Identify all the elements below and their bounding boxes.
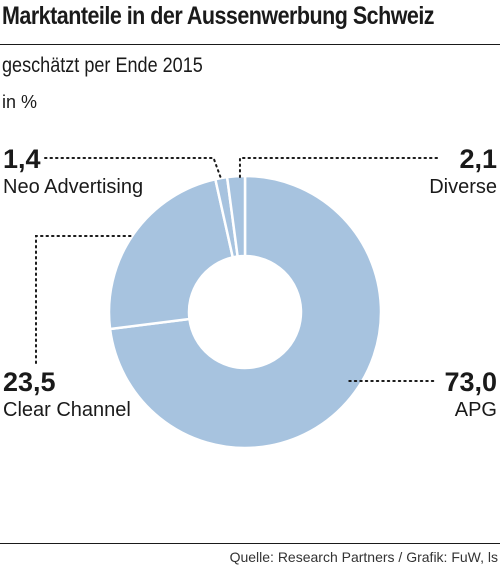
leader-neo-advertising [44, 157, 223, 182]
category-label-apg: APG [455, 399, 497, 421]
slice-diverse [225, 174, 247, 258]
donut-slices [107, 174, 383, 450]
slice-clear-channel [107, 178, 235, 331]
leader-clear-channel [35, 235, 133, 364]
value-label-neo-advertising: 1,4 [3, 144, 41, 174]
value-label-clear-channel: 23,5 [3, 367, 56, 397]
slice-apg [108, 174, 383, 450]
value-label-diverse: 2,1 [459, 144, 497, 174]
chart-subtitle: geschätzt per Ende 2015 [2, 54, 203, 77]
leader-lines [35, 157, 438, 382]
title-divider [0, 44, 500, 45]
leader-diverse [238, 157, 438, 181]
category-label-neo-advertising: Neo Advertising [3, 176, 143, 198]
unit-label: in % [2, 92, 38, 112]
value-label-apg: 73,0 [444, 367, 497, 397]
category-label-clear-channel: Clear Channel [3, 399, 131, 421]
category-label-diverse: Diverse [429, 176, 497, 198]
chart-title: Marktanteile in der Aussenwerbung Schwei… [2, 2, 435, 30]
source-note: Quelle: Research Partners / Grafik: FuW,… [229, 549, 498, 565]
footer-divider [0, 543, 500, 544]
